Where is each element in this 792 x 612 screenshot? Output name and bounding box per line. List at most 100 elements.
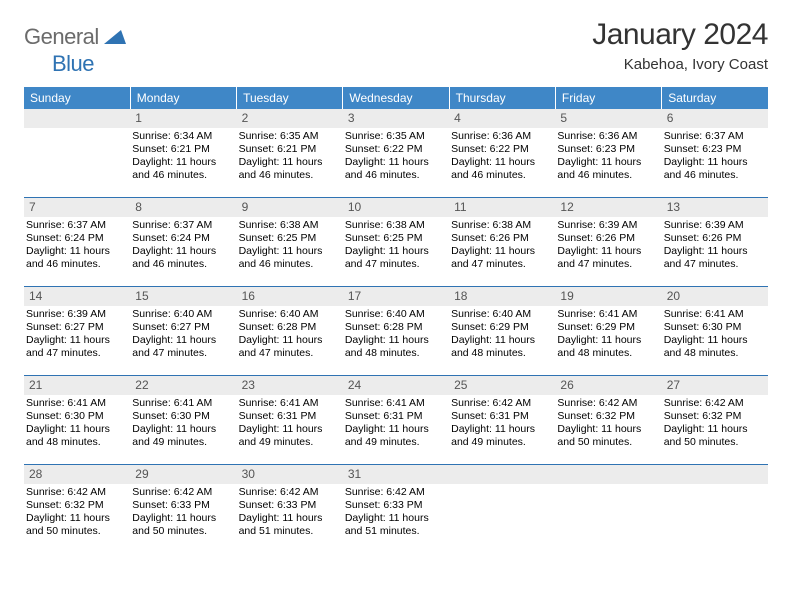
day-number: 27 <box>662 376 768 395</box>
sunset-text: Sunset: 6:33 PM <box>239 499 340 512</box>
sunset-text: Sunset: 6:25 PM <box>345 232 446 245</box>
sunset-text: Sunset: 6:22 PM <box>345 143 446 156</box>
logo-word1: General <box>24 24 99 49</box>
calendar-body: 1Sunrise: 6:34 AMSunset: 6:21 PMDaylight… <box>24 109 768 554</box>
day-cell: 27Sunrise: 6:42 AMSunset: 6:32 PMDayligh… <box>662 376 768 465</box>
day-cell: 5Sunrise: 6:36 AMSunset: 6:23 PMDaylight… <box>555 109 661 198</box>
sunset-text: Sunset: 6:21 PM <box>132 143 233 156</box>
daylight-text-1: Daylight: 11 hours <box>557 423 658 436</box>
day-cell: 30Sunrise: 6:42 AMSunset: 6:33 PMDayligh… <box>237 465 343 554</box>
day-details: Sunrise: 6:39 AMSunset: 6:26 PMDaylight:… <box>662 217 768 271</box>
daylight-text-2: and 46 minutes. <box>132 169 233 182</box>
day-cell: 18Sunrise: 6:40 AMSunset: 6:29 PMDayligh… <box>449 287 555 376</box>
daylight-text-2: and 49 minutes. <box>239 436 340 449</box>
day-number: 2 <box>237 109 343 128</box>
logo-word2: Blue <box>52 51 94 76</box>
day-number: 6 <box>662 109 768 128</box>
calendar-cell: 14Sunrise: 6:39 AMSunset: 6:27 PMDayligh… <box>24 287 130 376</box>
sunset-text: Sunset: 6:31 PM <box>345 410 446 423</box>
daylight-text-2: and 48 minutes. <box>26 436 127 449</box>
day-number: 21 <box>24 376 130 395</box>
day-details: Sunrise: 6:42 AMSunset: 6:33 PMDaylight:… <box>343 484 449 538</box>
weekday-header: Sunday <box>24 87 130 109</box>
daylight-text-2: and 46 minutes. <box>664 169 765 182</box>
day-number: 13 <box>662 198 768 217</box>
calendar-cell: 21Sunrise: 6:41 AMSunset: 6:30 PMDayligh… <box>24 376 130 465</box>
calendar-cell: 2Sunrise: 6:35 AMSunset: 6:21 PMDaylight… <box>237 109 343 198</box>
day-details: Sunrise: 6:42 AMSunset: 6:32 PMDaylight:… <box>555 395 661 449</box>
sunrise-text: Sunrise: 6:41 AM <box>664 308 765 321</box>
day-cell: 2Sunrise: 6:35 AMSunset: 6:21 PMDaylight… <box>237 109 343 198</box>
day-cell: 19Sunrise: 6:41 AMSunset: 6:29 PMDayligh… <box>555 287 661 376</box>
daylight-text-1: Daylight: 11 hours <box>132 245 233 258</box>
daylight-text-2: and 48 minutes. <box>345 347 446 360</box>
day-details: Sunrise: 6:39 AMSunset: 6:27 PMDaylight:… <box>24 306 130 360</box>
sunset-text: Sunset: 6:22 PM <box>451 143 552 156</box>
daylight-text-1: Daylight: 11 hours <box>239 423 340 436</box>
day-cell <box>24 109 130 198</box>
day-details: Sunrise: 6:39 AMSunset: 6:26 PMDaylight:… <box>555 217 661 271</box>
sunset-text: Sunset: 6:24 PM <box>132 232 233 245</box>
sunrise-text: Sunrise: 6:37 AM <box>664 130 765 143</box>
day-number: 19 <box>555 287 661 306</box>
calendar-cell: 9Sunrise: 6:38 AMSunset: 6:25 PMDaylight… <box>237 198 343 287</box>
calendar-cell: 3Sunrise: 6:35 AMSunset: 6:22 PMDaylight… <box>343 109 449 198</box>
calendar-cell: 13Sunrise: 6:39 AMSunset: 6:26 PMDayligh… <box>662 198 768 287</box>
sunrise-text: Sunrise: 6:41 AM <box>557 308 658 321</box>
daylight-text-2: and 51 minutes. <box>345 525 446 538</box>
calendar-cell: 15Sunrise: 6:40 AMSunset: 6:27 PMDayligh… <box>130 287 236 376</box>
calendar-cell: 24Sunrise: 6:41 AMSunset: 6:31 PMDayligh… <box>343 376 449 465</box>
daylight-text-2: and 47 minutes. <box>345 258 446 271</box>
sunset-text: Sunset: 6:32 PM <box>557 410 658 423</box>
day-cell: 1Sunrise: 6:34 AMSunset: 6:21 PMDaylight… <box>130 109 236 198</box>
day-number-empty <box>555 465 661 484</box>
sunrise-text: Sunrise: 6:40 AM <box>239 308 340 321</box>
sunrise-text: Sunrise: 6:39 AM <box>26 308 127 321</box>
calendar-cell: 25Sunrise: 6:42 AMSunset: 6:31 PMDayligh… <box>449 376 555 465</box>
sunrise-text: Sunrise: 6:38 AM <box>451 219 552 232</box>
day-number: 22 <box>130 376 236 395</box>
calendar-cell: 8Sunrise: 6:37 AMSunset: 6:24 PMDaylight… <box>130 198 236 287</box>
day-number: 8 <box>130 198 236 217</box>
day-number: 5 <box>555 109 661 128</box>
day-cell: 16Sunrise: 6:40 AMSunset: 6:28 PMDayligh… <box>237 287 343 376</box>
sunset-text: Sunset: 6:30 PM <box>664 321 765 334</box>
daylight-text-2: and 47 minutes. <box>239 347 340 360</box>
sunset-text: Sunset: 6:33 PM <box>345 499 446 512</box>
sunrise-text: Sunrise: 6:42 AM <box>26 486 127 499</box>
day-number: 26 <box>555 376 661 395</box>
logo-triangle-icon <box>104 30 126 49</box>
calendar-cell: 17Sunrise: 6:40 AMSunset: 6:28 PMDayligh… <box>343 287 449 376</box>
calendar-week-row: 7Sunrise: 6:37 AMSunset: 6:24 PMDaylight… <box>24 198 768 287</box>
day-details: Sunrise: 6:42 AMSunset: 6:33 PMDaylight:… <box>130 484 236 538</box>
daylight-text-1: Daylight: 11 hours <box>132 156 233 169</box>
sunrise-text: Sunrise: 6:39 AM <box>557 219 658 232</box>
calendar-cell: 31Sunrise: 6:42 AMSunset: 6:33 PMDayligh… <box>343 465 449 554</box>
day-details: Sunrise: 6:40 AMSunset: 6:28 PMDaylight:… <box>343 306 449 360</box>
day-cell <box>662 465 768 554</box>
daylight-text-2: and 46 minutes. <box>451 169 552 182</box>
day-number: 1 <box>130 109 236 128</box>
daylight-text-2: and 50 minutes. <box>26 525 127 538</box>
sunrise-text: Sunrise: 6:41 AM <box>345 397 446 410</box>
day-cell: 24Sunrise: 6:41 AMSunset: 6:31 PMDayligh… <box>343 376 449 465</box>
daylight-text-1: Daylight: 11 hours <box>451 156 552 169</box>
sunset-text: Sunset: 6:26 PM <box>451 232 552 245</box>
weekday-header: Thursday <box>449 87 555 109</box>
daylight-text-2: and 46 minutes. <box>239 169 340 182</box>
daylight-text-1: Daylight: 11 hours <box>239 156 340 169</box>
calendar-week-row: 14Sunrise: 6:39 AMSunset: 6:27 PMDayligh… <box>24 287 768 376</box>
day-details: Sunrise: 6:35 AMSunset: 6:22 PMDaylight:… <box>343 128 449 182</box>
day-details: Sunrise: 6:38 AMSunset: 6:25 PMDaylight:… <box>237 217 343 271</box>
day-details: Sunrise: 6:41 AMSunset: 6:29 PMDaylight:… <box>555 306 661 360</box>
day-cell: 13Sunrise: 6:39 AMSunset: 6:26 PMDayligh… <box>662 198 768 287</box>
calendar-cell <box>24 109 130 198</box>
calendar-cell: 1Sunrise: 6:34 AMSunset: 6:21 PMDaylight… <box>130 109 236 198</box>
daylight-text-2: and 49 minutes. <box>132 436 233 449</box>
calendar-cell: 16Sunrise: 6:40 AMSunset: 6:28 PMDayligh… <box>237 287 343 376</box>
calendar-week-row: 1Sunrise: 6:34 AMSunset: 6:21 PMDaylight… <box>24 109 768 198</box>
day-number: 18 <box>449 287 555 306</box>
calendar-cell: 28Sunrise: 6:42 AMSunset: 6:32 PMDayligh… <box>24 465 130 554</box>
day-cell: 31Sunrise: 6:42 AMSunset: 6:33 PMDayligh… <box>343 465 449 554</box>
sunrise-text: Sunrise: 6:41 AM <box>132 397 233 410</box>
